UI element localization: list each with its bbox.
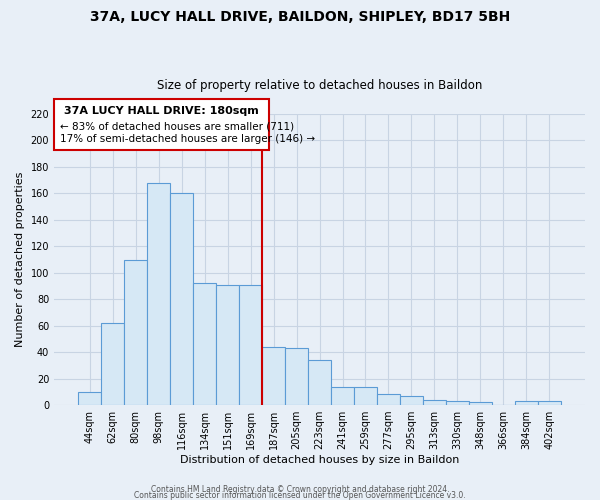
- Bar: [101, 323, 124, 405]
- Text: 37A, LUCY HALL DRIVE, BAILDON, SHIPLEY, BD17 5BH: 37A, LUCY HALL DRIVE, BAILDON, SHIPLEY, …: [90, 10, 510, 24]
- Text: 37A LUCY HALL DRIVE: 180sqm: 37A LUCY HALL DRIVE: 180sqm: [64, 106, 259, 117]
- Bar: [285, 348, 308, 405]
- Bar: [124, 260, 147, 405]
- Bar: [538, 401, 561, 405]
- X-axis label: Distribution of detached houses by size in Baildon: Distribution of detached houses by size …: [180, 455, 459, 465]
- Title: Size of property relative to detached houses in Baildon: Size of property relative to detached ho…: [157, 79, 482, 92]
- Bar: [216, 284, 239, 405]
- Bar: [147, 183, 170, 405]
- Bar: [331, 386, 354, 405]
- Bar: [469, 402, 492, 405]
- Y-axis label: Number of detached properties: Number of detached properties: [15, 172, 25, 347]
- Bar: [400, 396, 423, 405]
- Bar: [423, 400, 446, 405]
- Bar: [515, 401, 538, 405]
- Bar: [262, 347, 285, 405]
- Bar: [170, 194, 193, 405]
- Text: Contains HM Land Registry data © Crown copyright and database right 2024.: Contains HM Land Registry data © Crown c…: [151, 485, 449, 494]
- Text: ← 83% of detached houses are smaller (711): ← 83% of detached houses are smaller (71…: [60, 122, 294, 132]
- Text: Contains public sector information licensed under the Open Government Licence v3: Contains public sector information licen…: [134, 490, 466, 500]
- Bar: [308, 360, 331, 405]
- Bar: [446, 401, 469, 405]
- Bar: [239, 284, 262, 405]
- Bar: [78, 392, 101, 405]
- Text: 17% of semi-detached houses are larger (146) →: 17% of semi-detached houses are larger (…: [60, 134, 315, 144]
- Bar: [377, 394, 400, 405]
- Bar: [354, 386, 377, 405]
- Bar: [193, 284, 216, 405]
